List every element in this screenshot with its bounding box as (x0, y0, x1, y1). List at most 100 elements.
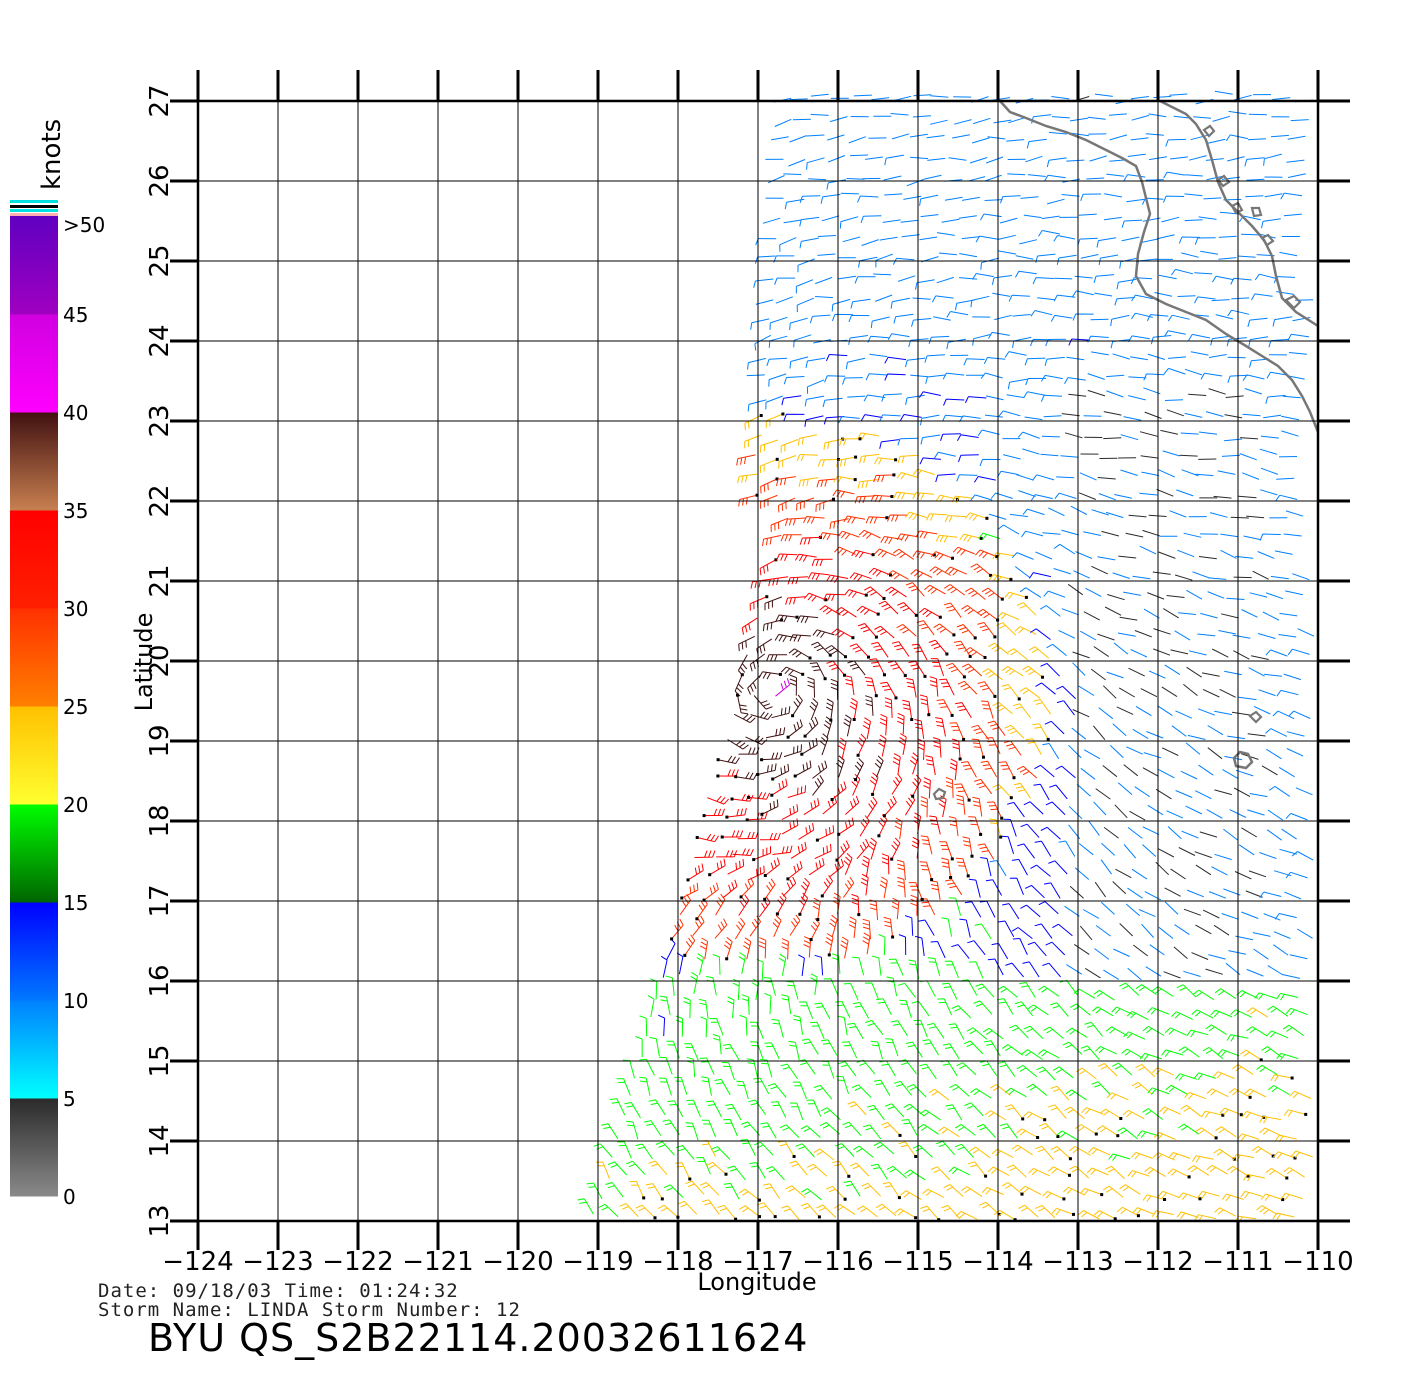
rain-flag (982, 755, 985, 759)
wind-barb (799, 237, 819, 249)
wind-barb (772, 763, 790, 780)
wind-barb (1019, 687, 1041, 699)
wind-barb (1243, 535, 1262, 541)
wind-barb (943, 398, 965, 406)
wind-barb (913, 94, 932, 97)
wind-barb (1008, 117, 1026, 124)
wind-barb (861, 1182, 881, 1197)
wind-barb (1009, 877, 1024, 895)
wind-barb (1254, 992, 1277, 1000)
wind-barb (997, 612, 1020, 621)
wind-barb (1020, 196, 1039, 199)
wind-barb (1079, 472, 1097, 481)
wind-barb (738, 1188, 760, 1201)
wind-barb (1266, 1030, 1289, 1039)
wind-barb (1221, 454, 1241, 457)
rain-flag (851, 636, 855, 640)
wind-barb (717, 769, 739, 777)
wind-barb (1272, 97, 1291, 100)
wind-barb (1215, 1126, 1237, 1138)
wind-barb (1261, 765, 1278, 776)
rain-flag (730, 797, 734, 801)
wind-barb (906, 178, 924, 187)
wind-barb (1064, 432, 1083, 439)
wind-barb (819, 1121, 841, 1135)
wind-barb (905, 394, 925, 405)
legend-overflow-strip (10, 205, 58, 208)
wind-barb (856, 1059, 876, 1075)
wind-barb (1278, 766, 1295, 778)
wind-barb (1279, 848, 1297, 855)
wind-barb (1122, 1109, 1145, 1120)
rain-flag (680, 896, 684, 900)
wind-barb (910, 569, 933, 579)
wind-barb (1023, 214, 1042, 219)
rain-flag (1163, 1198, 1166, 1201)
wind-barb (1079, 1187, 1102, 1196)
wind-barb (920, 796, 928, 818)
wind-barb (1038, 1122, 1059, 1137)
wind-barb (929, 815, 941, 835)
wind-barb (799, 216, 820, 227)
wind-barb (998, 920, 1015, 937)
wind-barb (985, 395, 1004, 401)
wind-barb (1080, 1045, 1100, 1060)
rain-flag (720, 835, 724, 839)
wind-barb (772, 915, 782, 938)
wind-barb (963, 358, 985, 366)
wind-barb (923, 174, 942, 180)
wind-barb (976, 608, 998, 621)
wind-barb (825, 698, 834, 721)
wind-barb (798, 477, 819, 488)
wind-barb (1072, 662, 1086, 676)
lon-tick-label: −110 (1282, 1247, 1353, 1277)
wind-barb (741, 617, 758, 635)
wind-barb (924, 354, 946, 363)
wind-barb (1130, 649, 1148, 658)
wind-barb (935, 534, 958, 543)
wind-barb (1291, 851, 1314, 861)
wind-barb (918, 607, 941, 618)
wind-barb (933, 623, 955, 636)
wind-barb (940, 1060, 958, 1077)
wind-barb (793, 1015, 804, 1035)
wind-barb (675, 1015, 684, 1037)
wind-barb (1127, 153, 1146, 157)
wind-barb (1185, 742, 1201, 755)
wind-barb (1090, 668, 1106, 681)
wind-barb (881, 393, 902, 402)
wind-barb (975, 235, 998, 243)
wind-barb (762, 1183, 781, 1200)
wind-barb (899, 999, 912, 1019)
wind-barb (988, 574, 1012, 583)
wind-barb (1195, 924, 1212, 935)
wind-barb (1214, 853, 1232, 861)
wind-barb (914, 935, 925, 956)
rain-flag (702, 898, 706, 902)
wind-barb (1139, 545, 1157, 555)
wind-barb (647, 995, 655, 1017)
rain-flag (874, 635, 878, 639)
wind-barb (929, 566, 951, 576)
wind-barb (968, 816, 982, 835)
wind-barb (1223, 888, 1241, 896)
wind-barb (928, 335, 950, 344)
wind-barb (1004, 724, 1025, 739)
wind-barb (826, 574, 849, 583)
wind-barb (893, 1080, 912, 1096)
wind-barb (1083, 611, 1101, 621)
wind-barb (792, 694, 803, 716)
wind-barb (941, 414, 964, 422)
rain-flag (967, 798, 971, 802)
rain-flag (775, 457, 779, 461)
wind-barb (1283, 673, 1302, 681)
wind-barb (738, 952, 746, 975)
wind-barb (760, 494, 778, 509)
wind-barb (1264, 673, 1282, 677)
rain-flag (1000, 597, 1004, 601)
wind-barb (880, 536, 903, 545)
rain-flag (883, 673, 886, 677)
wind-barb (1012, 703, 1032, 719)
wind-barb (788, 1040, 800, 1061)
rain-flag (824, 598, 828, 602)
